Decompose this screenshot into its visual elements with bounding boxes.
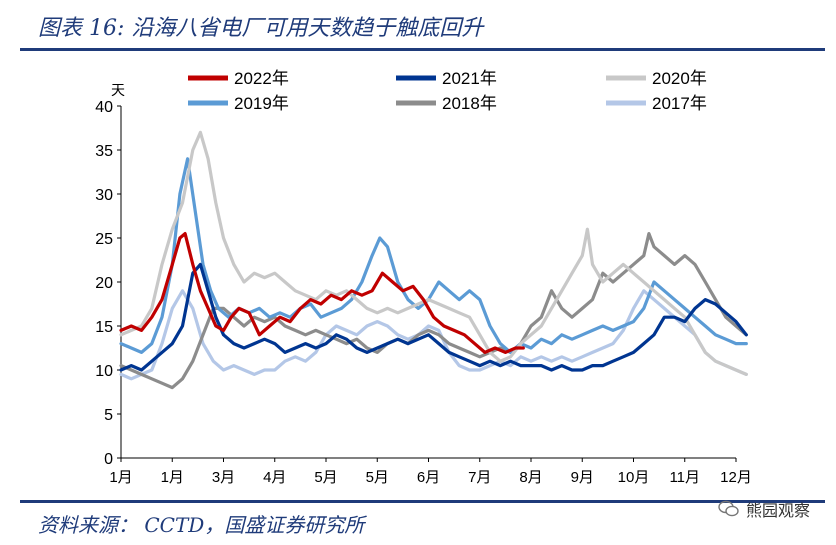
- x-tick-label: 1月: [161, 469, 184, 486]
- x-tick-label: 3月: [212, 469, 235, 486]
- legend-label: 2021年: [442, 69, 497, 88]
- x-tick-label: 11月: [669, 469, 700, 486]
- page-title: 图表 16: 沿海八省电厂可用天数趋于触底回升: [38, 16, 484, 41]
- y-tick-label: 30: [95, 187, 113, 204]
- x-tick-label: 9月: [571, 469, 594, 486]
- legend-label: 2019年: [234, 94, 289, 113]
- legend-label: 2022年: [234, 69, 289, 88]
- legend-label: 2017年: [652, 94, 707, 113]
- wechat-icon: [718, 500, 739, 517]
- x-tick-label: 4月: [263, 469, 286, 486]
- title-divider: [20, 48, 825, 51]
- series-line: [119, 289, 748, 381]
- x-tick-label: 8月: [519, 469, 542, 486]
- y-tick-label: 25: [95, 231, 113, 248]
- series-line: [119, 262, 748, 372]
- series-line: [119, 157, 748, 354]
- x-tick-label: 5月: [314, 469, 337, 486]
- y-tick-label: 15: [95, 319, 113, 336]
- y-tick-label: 0: [104, 451, 113, 468]
- y-axis-unit-label: 天: [111, 82, 125, 98]
- x-tick-label: 10月: [618, 469, 650, 486]
- legend-label: 2020年: [652, 69, 707, 88]
- x-tick-label: 1月: [109, 469, 132, 486]
- x-tick-label: 6月: [417, 469, 440, 486]
- x-tick-label: 12月: [720, 469, 752, 486]
- legend-label: 2018年: [442, 94, 497, 113]
- y-tick-label: 40: [95, 99, 113, 116]
- footer-divider: [20, 500, 825, 503]
- x-tick-label: 7月: [468, 469, 491, 486]
- watermark-text: 熊园观察: [745, 501, 810, 520]
- source-note: 资料来源： CCTD，国盛证券研究所: [38, 513, 365, 537]
- series-line: [119, 130, 748, 376]
- y-tick-label: 35: [95, 143, 113, 160]
- y-tick-label: 20: [95, 275, 113, 292]
- series-line: [119, 232, 525, 354]
- watermark: 熊园观察: [718, 497, 810, 521]
- y-tick-label: 10: [95, 363, 113, 380]
- series-line: [119, 232, 748, 390]
- y-tick-label: 5: [104, 407, 113, 424]
- x-tick-label: 5月: [366, 469, 389, 486]
